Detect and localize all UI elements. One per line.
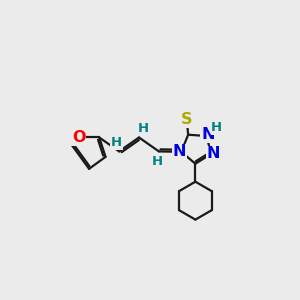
Text: O: O [72, 130, 86, 145]
Text: H: H [111, 136, 122, 149]
Text: N: N [201, 127, 215, 142]
Text: N: N [207, 146, 220, 161]
Text: H: H [152, 154, 163, 168]
Text: H: H [138, 122, 149, 135]
Text: S: S [181, 112, 193, 127]
Text: H: H [211, 121, 222, 134]
Text: N: N [172, 144, 186, 159]
